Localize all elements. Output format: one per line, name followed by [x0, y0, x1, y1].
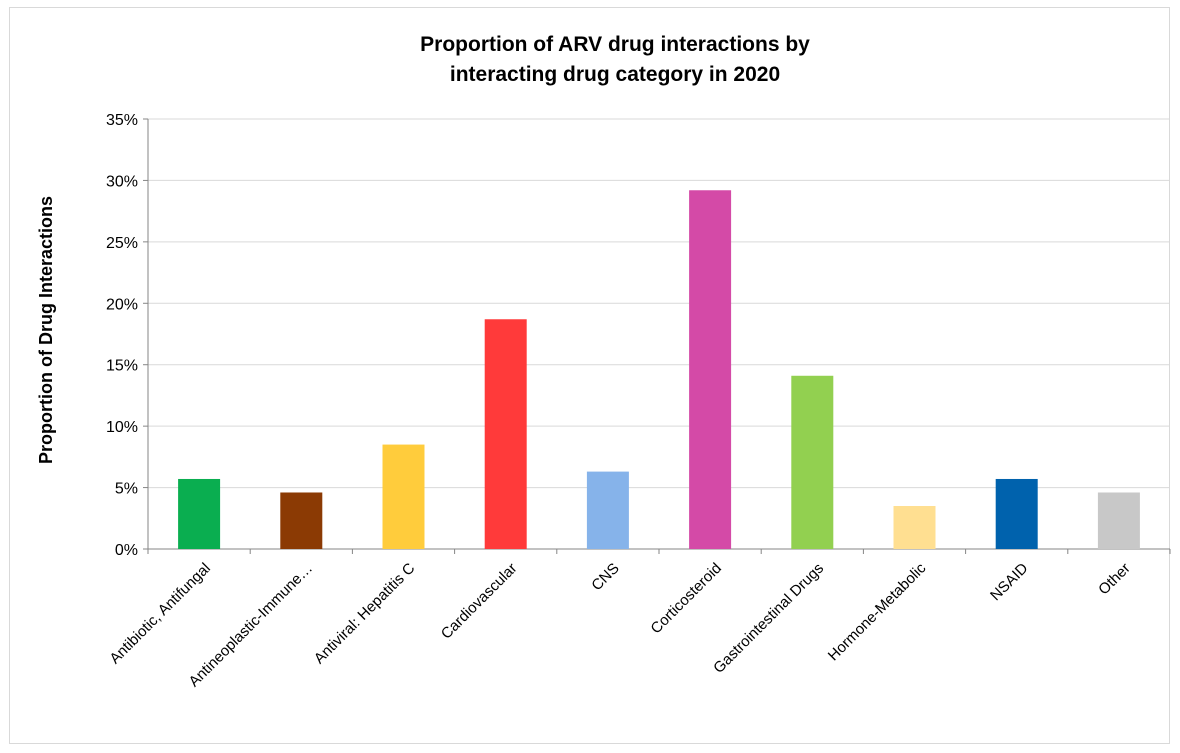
- chart-title-line-1: Proportion of ARV drug interactions by: [420, 33, 810, 56]
- bar: [1097, 492, 1140, 549]
- x-tick-label: Antiviral: Hepatitis C: [311, 560, 419, 668]
- y-tick-label: 0%: [115, 542, 138, 559]
- x-tick-labels: Antibiotic, AntifungalAntineoplastic-Imm…: [106, 559, 1133, 690]
- y-tick-label: 10%: [106, 419, 138, 436]
- x-tick-label: Gastrointestinal Drugs: [710, 560, 827, 677]
- bar: [382, 444, 425, 549]
- x-tick-label: Corticosteroid: [647, 560, 724, 637]
- bar: [280, 492, 323, 549]
- y-tick-label: 20%: [106, 296, 138, 313]
- bars: [178, 190, 1140, 549]
- x-tick-label: CNS: [588, 560, 622, 594]
- chart-frame: [9, 7, 1170, 744]
- y-tick-label: 5%: [115, 481, 138, 498]
- y-tick-label: 30%: [106, 173, 138, 190]
- x-tick-label: Other: [1095, 560, 1134, 599]
- x-tick-label: Antibiotic, Antifungal: [106, 560, 214, 668]
- y-tick-label: 35%: [106, 112, 138, 129]
- bar: [689, 190, 732, 549]
- chart-title-line-2: interacting drug category in 2020: [450, 63, 780, 86]
- y-tick-label: 25%: [106, 235, 138, 252]
- x-tick-label: Hormone-Metabolic: [825, 559, 930, 664]
- x-tick-label: Cardiovascular: [438, 560, 521, 643]
- bar: [586, 471, 629, 549]
- bar: [178, 478, 221, 549]
- y-tick-label: 15%: [106, 358, 138, 375]
- y-tick-labels: 0% 5% 10% 15% 20% 25% 30% 35%: [106, 112, 138, 559]
- x-tick-label: NSAID: [987, 560, 1032, 605]
- bar: [893, 506, 936, 549]
- bar: [484, 319, 527, 549]
- bar: [791, 375, 834, 549]
- y-axis-title: Proportion of Drug Interactions: [36, 196, 56, 464]
- bar: [995, 478, 1038, 549]
